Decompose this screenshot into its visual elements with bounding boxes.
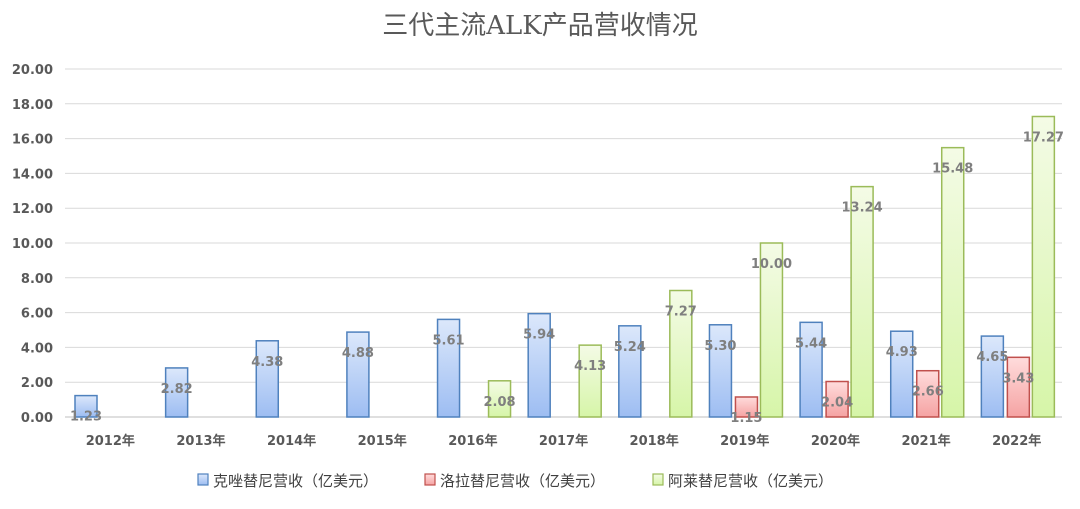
bar-series-2 xyxy=(850,185,874,418)
data-label: 15.48 xyxy=(932,162,973,177)
data-label: 4.93 xyxy=(886,345,918,360)
bar-series-2 xyxy=(940,146,965,418)
data-labels: 1.23 2.82 4.38 4.88 5.61 5.94 5.24 5.30 5.44 4.93… xyxy=(70,131,1064,426)
bar-series-0 xyxy=(889,330,914,418)
data-label: 1.15 xyxy=(730,411,762,426)
legend-swatch xyxy=(424,473,436,486)
y-tick-label: 8.00 xyxy=(21,272,53,287)
bar-series-1 xyxy=(734,396,759,418)
data-label: 3.43 xyxy=(1002,371,1034,386)
y-tick-label: 16.00 xyxy=(12,133,53,148)
data-label: 13.24 xyxy=(842,201,883,216)
bar-series-0 xyxy=(255,340,280,418)
x-tick-label: 2018年 xyxy=(630,433,679,449)
data-label: 5.24 xyxy=(614,340,646,355)
y-tick-label: 0.00 xyxy=(21,411,53,426)
y-tick-label: 12.00 xyxy=(12,202,53,217)
bar-series-0 xyxy=(346,331,370,418)
bar-series-0 xyxy=(708,324,733,418)
x-tick-label: 2013年 xyxy=(176,433,225,449)
data-label: 10.00 xyxy=(751,257,792,272)
bar-series-2 xyxy=(1031,115,1056,418)
data-label: 2.04 xyxy=(821,396,853,411)
data-label: 7.27 xyxy=(665,305,697,320)
x-tick-label: 2021年 xyxy=(901,433,950,449)
x-tick-label: 2020年 xyxy=(811,433,860,449)
bar-series-0 xyxy=(164,367,189,418)
y-tick-label: 4.00 xyxy=(21,341,53,356)
x-tick-label: 2015年 xyxy=(358,433,407,449)
legend-label: 克唑替尼营收（亿美元） xyxy=(213,472,378,490)
data-label: 5.94 xyxy=(523,328,555,343)
data-label: 5.61 xyxy=(433,333,465,348)
y-tick-label: 2.00 xyxy=(21,376,53,391)
y-tick-label: 6.00 xyxy=(21,307,53,322)
chart-title: 三代主流ALK产品营收情况 xyxy=(382,11,697,41)
data-label: 17.27 xyxy=(1023,131,1064,146)
data-label: 2.66 xyxy=(912,385,944,400)
bar-series-0 xyxy=(799,321,823,418)
legend-swatch xyxy=(652,473,664,486)
data-label: 1.23 xyxy=(70,410,102,425)
legend-label: 阿莱替尼营收（亿美元） xyxy=(668,472,833,490)
bar-series-0 xyxy=(436,318,461,418)
x-tick-label: 2019年 xyxy=(720,433,769,449)
data-label: 2.08 xyxy=(484,395,516,410)
data-label: 5.30 xyxy=(704,339,736,354)
legend-swatch xyxy=(197,473,209,486)
x-tick-label: 2016年 xyxy=(448,433,497,449)
data-label: 4.38 xyxy=(251,355,283,370)
y-tick-label: 10.00 xyxy=(12,237,53,252)
x-tick-label: 2012年 xyxy=(86,433,135,449)
gridlines xyxy=(65,68,1062,418)
bar-series-2 xyxy=(669,289,693,418)
data-label: 4.65 xyxy=(976,350,1008,365)
y-tick-label: 20.00 xyxy=(12,63,53,78)
bar-series-1 xyxy=(915,369,940,418)
bar-series-0 xyxy=(74,394,98,418)
legend-label: 洛拉替尼营收（亿美元） xyxy=(440,472,605,490)
x-axis: 2012年 2013年 2014年 2015年 2016年 2017年 2018年 2019年… xyxy=(86,433,1042,449)
data-label: 4.88 xyxy=(342,346,374,361)
bar-series-2 xyxy=(578,344,602,418)
bar-series-2 xyxy=(487,380,512,418)
legend: 克唑替尼营收（亿美元） 洛拉替尼营收（亿美元） 阿莱替尼营收（亿美元） xyxy=(197,472,833,490)
bar-series-0 xyxy=(527,312,551,418)
bar-series-1 xyxy=(1006,356,1031,418)
x-tick-label: 2017年 xyxy=(539,433,588,449)
bar-series-0 xyxy=(980,335,1005,418)
bar-series-2 xyxy=(759,242,784,418)
bar-series-1 xyxy=(825,380,849,418)
data-label: 5.44 xyxy=(795,336,827,351)
y-tick-label: 18.00 xyxy=(12,98,53,113)
x-tick-label: 2022年 xyxy=(992,433,1041,449)
data-label: 2.82 xyxy=(161,382,193,397)
bars xyxy=(74,115,1056,418)
bar-series-0 xyxy=(618,325,642,418)
y-tick-label: 14.00 xyxy=(12,167,53,182)
x-tick-label: 2014年 xyxy=(267,433,316,449)
y-axis: 0.00 2.00 4.00 6.00 8.00 10.00 12.00 14.00 16.00… xyxy=(12,63,53,426)
data-label: 4.13 xyxy=(574,359,606,374)
